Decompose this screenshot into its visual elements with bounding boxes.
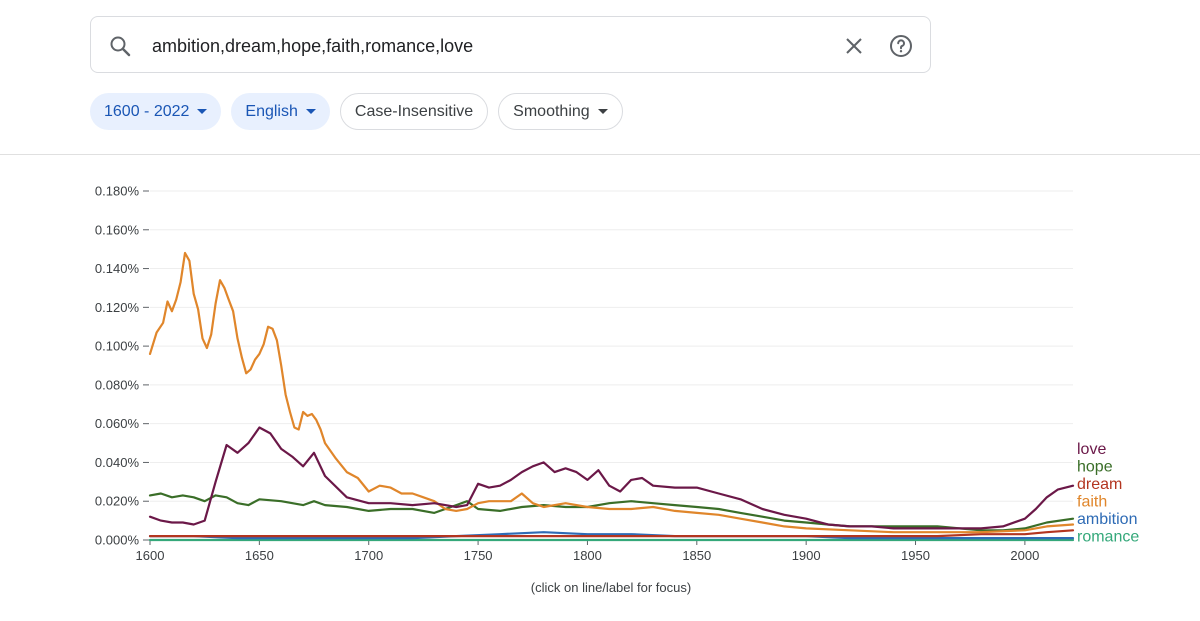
- y-tick-label: 0.040%: [95, 455, 140, 470]
- search-input[interactable]: ambition,dream,hope,faith,romance,love: [152, 36, 474, 56]
- help-circle-icon[interactable]: [889, 34, 913, 58]
- x-tick-label: 1800: [573, 548, 602, 563]
- series-label-dream[interactable]: dream: [1077, 476, 1122, 493]
- y-tick-label: 0.120%: [95, 300, 140, 315]
- series-label-love[interactable]: love: [1077, 441, 1106, 458]
- year-range-label: 1600 - 2022: [104, 102, 190, 120]
- series-line-dream[interactable]: [148, 529, 1075, 538]
- corpus-dropdown[interactable]: English: [231, 93, 330, 130]
- series-label-romance[interactable]: romance: [1077, 529, 1139, 546]
- y-tick-label: 0.060%: [95, 416, 140, 431]
- x-tick-label: 1600: [136, 548, 165, 563]
- case-label: Case-Insensitive: [354, 102, 474, 120]
- focus-hint: (click on line/label for focus): [530, 580, 692, 595]
- series-line-faith[interactable]: [148, 251, 1075, 534]
- year-range-dropdown[interactable]: 1600 - 2022: [90, 93, 222, 130]
- smoothing-dropdown[interactable]: Smoothing: [498, 93, 623, 130]
- y-tick-label: 0.160%: [95, 222, 140, 237]
- close-icon[interactable]: [842, 34, 866, 58]
- series-label-faith[interactable]: faith: [1077, 494, 1107, 511]
- chevron-down-icon: [197, 109, 208, 114]
- y-tick-label: 0.180%: [95, 184, 140, 199]
- search-icon[interactable]: [108, 34, 132, 58]
- series-line-ambition[interactable]: [148, 531, 1075, 540]
- x-tick-label: 1650: [245, 548, 274, 563]
- series-line-hope[interactable]: [148, 492, 1075, 532]
- y-tick-label: 0.020%: [95, 494, 140, 509]
- y-tick-label: 0.080%: [95, 377, 140, 392]
- case-insensitive-toggle[interactable]: Case-Insensitive: [339, 93, 489, 130]
- series-line-love[interactable]: [148, 426, 1075, 530]
- corpus-label: English: [245, 102, 298, 120]
- header-divider: [0, 154, 1200, 155]
- x-tick-label: 1750: [464, 548, 493, 563]
- y-tick-label: 0.000%: [95, 533, 140, 548]
- smoothing-label: Smoothing: [513, 102, 590, 120]
- chevron-down-icon: [597, 109, 608, 114]
- chevron-down-icon: [305, 109, 316, 114]
- x-tick-label: 1950: [901, 548, 930, 563]
- x-tick-label: 1900: [792, 548, 821, 563]
- filter-chips: 1600 - 2022 English Case-Insensitive Smo…: [90, 93, 623, 130]
- x-tick-label: 1850: [682, 548, 711, 563]
- series-label-hope[interactable]: hope: [1077, 459, 1113, 476]
- x-tick-label: 2000: [1010, 548, 1039, 563]
- search-box[interactable]: ambition,dream,hope,faith,romance,love: [90, 16, 931, 73]
- x-tick-label: 1700: [354, 548, 383, 563]
- y-tick-label: 0.100%: [95, 339, 140, 354]
- y-tick-label: 0.140%: [95, 261, 140, 276]
- series-label-ambition[interactable]: ambition: [1077, 511, 1137, 528]
